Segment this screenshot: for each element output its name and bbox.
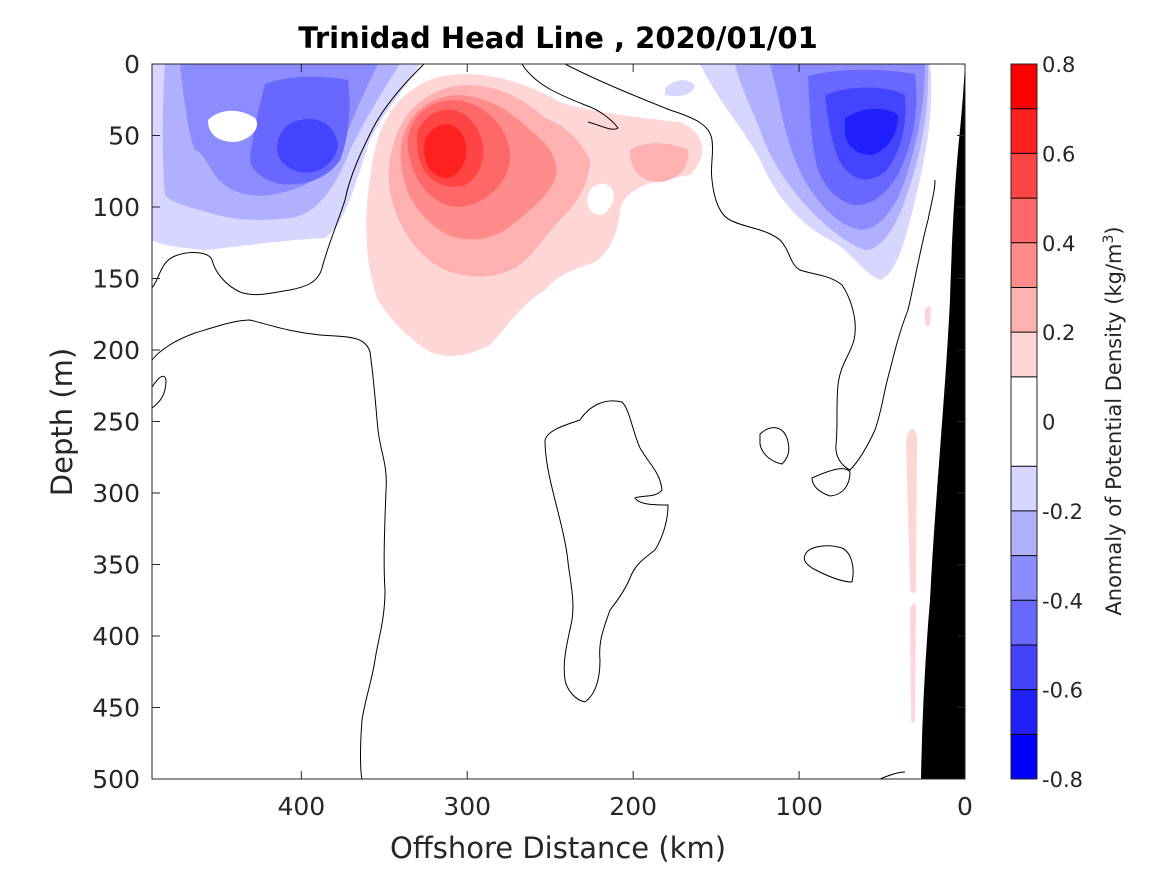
colorbar-segment	[1011, 644, 1037, 690]
zero-contour-upper	[152, 64, 425, 296]
colorbar-tick-label: 0	[1042, 411, 1055, 435]
zero-contour-bay	[521, 64, 619, 130]
colorbar: 0.8 0.6 0.4 0.2 0 -0.2 -0.4 -0.6 -0.8	[1010, 53, 1083, 792]
colorbar-label: Anomaly of Potential Density (kg/m3)	[1101, 226, 1126, 615]
warm-secondary-level-2	[630, 143, 689, 182]
warm-level-1-hole	[587, 183, 614, 215]
zero-contour-deep-left	[152, 319, 387, 779]
colorbar-tick-label: -0.2	[1042, 500, 1083, 524]
colorbar-segment	[1011, 242, 1037, 288]
colorbar-segment	[1011, 510, 1037, 556]
small-cold-patch	[665, 80, 695, 97]
colorbar-frame	[1010, 63, 1038, 780]
colorbar-tick-label: 0.4	[1042, 232, 1075, 256]
offshore-cold-hole	[208, 110, 258, 142]
colorbar-segment	[1011, 287, 1037, 333]
offshore-cold-level-5	[276, 118, 338, 173]
zero-contour-island	[544, 400, 669, 703]
x-axis: 400 300 200 100 0	[277, 64, 973, 821]
colorbar-label-close: )	[1102, 226, 1126, 234]
y-axis: 0 50 100 150 200 250 300 350 400 450 500	[92, 50, 965, 794]
colorbar-tick-label: -0.4	[1042, 589, 1083, 613]
zero-contour-warm-edge	[564, 64, 936, 471]
x-tick-label: 200	[609, 792, 657, 821]
y-tick-label: 400	[92, 622, 140, 651]
colorbar-segment	[1011, 332, 1037, 377]
x-tick-label: 400	[277, 792, 325, 821]
x-tick-label: 100	[775, 792, 823, 821]
colorbar-tick-label: 0.6	[1042, 142, 1075, 166]
bathymetry-shelf	[921, 64, 965, 779]
zero-contour-bottom-right	[879, 771, 906, 779]
colorbar-label-superscript: 3	[1101, 235, 1117, 244]
colorbar-tick-label: 0.2	[1042, 321, 1075, 345]
y-tick-label: 0	[124, 50, 140, 79]
colorbar-tick-label: -0.8	[1042, 768, 1083, 792]
nearshore-warm-sliver-1	[906, 428, 917, 594]
zero-contour-left-edge	[152, 375, 167, 409]
colorbar-segment	[1011, 108, 1037, 154]
colorbar-segment	[1011, 734, 1037, 779]
colorbar-tick-label: -0.6	[1042, 679, 1083, 703]
zero-contour-island-oval	[803, 545, 854, 583]
y-tick-label: 250	[92, 408, 140, 437]
y-tick-label: 300	[92, 479, 140, 508]
zero-contour-island-small	[759, 427, 790, 465]
nearshore-cold-level-6	[845, 108, 898, 155]
nearshore-warm-sliver-2	[910, 602, 917, 724]
colorbar-segment	[1011, 600, 1037, 645]
warm-level-6	[424, 124, 467, 178]
colorbar-segment	[1011, 466, 1037, 511]
y-tick-label: 50	[108, 122, 140, 151]
nearshore-warm-sliver-3	[925, 305, 932, 327]
colorbar-segment	[1011, 376, 1037, 467]
colorbar-segment	[1011, 689, 1037, 735]
x-tick-label: 300	[443, 792, 491, 821]
x-axis-label: Offshore Distance (km)	[390, 831, 726, 865]
x-tick-label: 0	[957, 792, 973, 821]
chart-title: Trinidad Head Line , 2020/01/01	[298, 21, 818, 55]
colorbar-segment	[1011, 198, 1037, 243]
colorbar-segment	[1011, 555, 1037, 601]
contour-fill-layer	[152, 64, 932, 724]
y-tick-label: 500	[92, 765, 140, 794]
y-tick-label: 100	[92, 193, 140, 222]
colorbar-segment	[1011, 64, 1037, 109]
y-axis-label: Depth (m)	[45, 348, 79, 496]
colorbar-label-main: Anomaly of Potential Density (kg/m	[1102, 244, 1126, 616]
y-tick-label: 450	[92, 694, 140, 723]
zero-contour-lower-left-start	[811, 468, 851, 497]
colorbar-segment	[1011, 153, 1037, 199]
y-tick-label: 350	[92, 551, 140, 580]
y-tick-label: 200	[92, 336, 140, 365]
y-tick-label: 150	[92, 265, 140, 294]
colorbar-tick-label: 0.8	[1042, 53, 1075, 77]
zero-contour-layer	[152, 64, 936, 779]
